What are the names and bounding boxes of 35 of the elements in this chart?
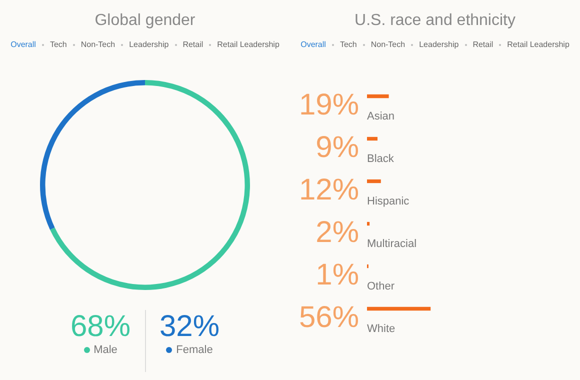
bar (367, 94, 389, 98)
y-tick-label: Asian (367, 110, 395, 122)
text: Retail Leadership (507, 40, 570, 49)
y-tick-label: Black (367, 152, 394, 165)
data-label: 1% (316, 258, 359, 292)
y-tick-label: Hispanic (367, 195, 410, 208)
text: Retail Leadership (217, 40, 280, 49)
bar (367, 306, 431, 311)
y-tick-label: White (367, 322, 396, 335)
text: Overall (10, 40, 36, 49)
text: Retail (182, 40, 204, 49)
text: Retail (472, 40, 494, 49)
chart-title: Global gender (94, 12, 196, 31)
data-label: 56% (298, 301, 359, 334)
legend-label: Female (175, 344, 214, 356)
text: Leadership (129, 40, 169, 49)
text: Tech (340, 40, 357, 49)
text: Non-Tech (80, 40, 116, 49)
y-tick-label: Other (367, 280, 395, 292)
text: Non-Tech (370, 40, 406, 49)
text: Leadership (419, 40, 459, 49)
text: Tech (50, 40, 67, 49)
data-label: 32% (158, 310, 221, 344)
y-tick-label: Multiracial (367, 238, 417, 250)
bar (367, 136, 378, 141)
bar (367, 179, 381, 184)
data-label: 12% (298, 174, 359, 207)
chart-title: U.S. race and ethnicity (354, 12, 516, 31)
data-label: 9% (316, 131, 359, 164)
data-label: 19% (298, 88, 359, 122)
data-label: 2% (316, 216, 359, 250)
bar (367, 222, 370, 226)
legend-label: Male (92, 344, 118, 356)
text: Overall (300, 40, 326, 49)
data-label: 68% (69, 310, 132, 344)
